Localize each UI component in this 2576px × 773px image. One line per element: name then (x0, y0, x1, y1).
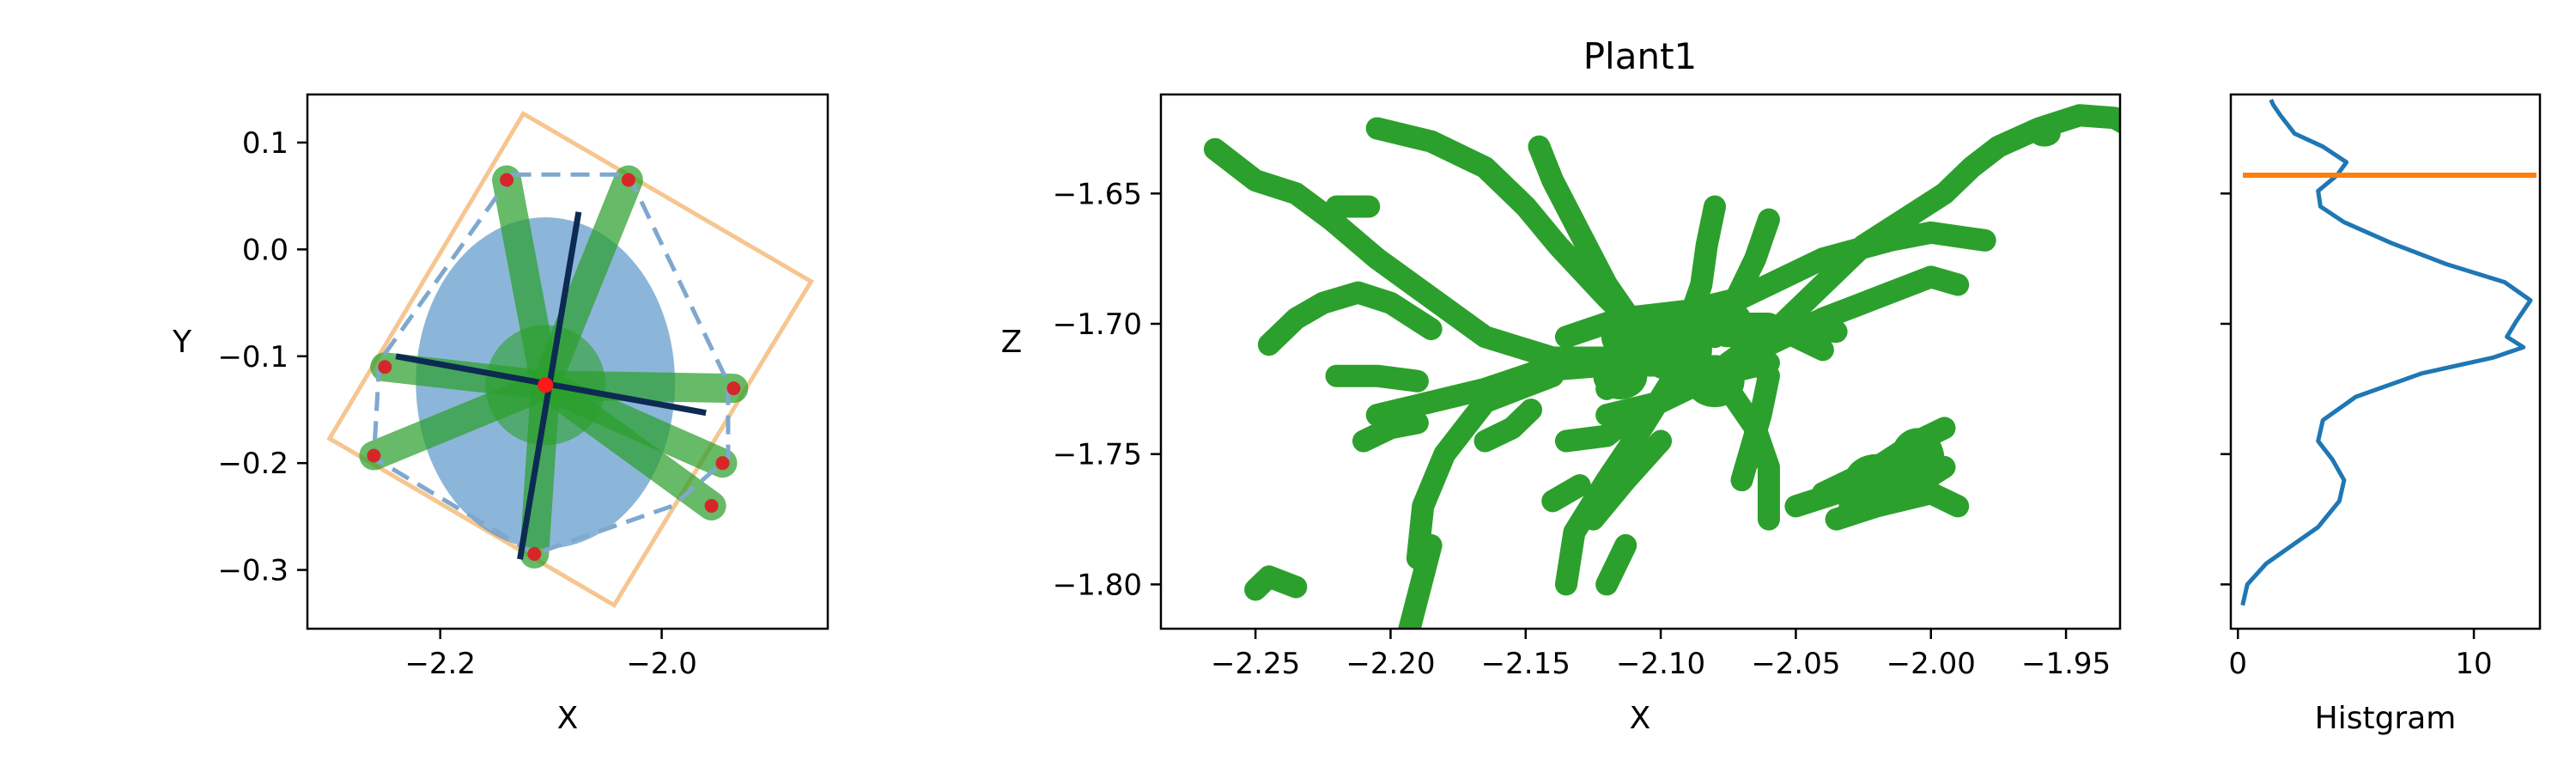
y-tick-label: −0.1 (217, 340, 289, 374)
y-tick-label: 0.0 (242, 233, 289, 267)
tip-point (704, 498, 719, 513)
point-cloud-strand (1203, 137, 1631, 369)
y-tick-label: −0.2 (217, 447, 289, 481)
top-view-frame (306, 93, 829, 630)
x-tick-label: −2.15 (1481, 647, 1571, 681)
centroid-point (538, 377, 554, 393)
histogram-x-label: Histgram (2315, 701, 2457, 736)
y-tick-label: −0.3 (217, 554, 289, 588)
tip-point (378, 360, 392, 374)
point-cloud-cluster (1890, 428, 1945, 491)
point-cloud-strand (1473, 399, 1543, 453)
chart-title: Plant1 (1583, 35, 1698, 77)
histogram-panel: 0 10 Histgram (2221, 93, 2542, 736)
point-cloud-cluster (1685, 355, 1745, 408)
y-tick-label: 0.1 (242, 126, 289, 161)
tip-point (726, 381, 741, 396)
oriented-bounding-box (326, 110, 815, 609)
point-cloud-strand (1352, 411, 1429, 453)
x-tick-label: −2.25 (1211, 647, 1300, 681)
side-view-panel: Plant1 −2.25 −2.20 −2.15 −2.10 −2.05 −2.00 −1.… (1001, 35, 2122, 736)
top-view-panel: −2.2 −2.0 0.1 0.0 −0.1 −0.2 −0.3 X Y (172, 93, 829, 736)
convex-hull (371, 172, 731, 557)
tip-point (527, 546, 542, 561)
point-cloud-cluster (2028, 120, 2061, 147)
x-tick-label: 0 (2228, 647, 2247, 681)
point-cloud-strand (1244, 565, 1308, 601)
x-tick-label: −2.20 (1346, 647, 1435, 681)
x-tick-label: −2.10 (1616, 647, 1705, 681)
histogram-frame (2229, 93, 2542, 630)
point-cloud-strand (1365, 117, 1659, 349)
tip-point (621, 173, 635, 187)
tip-point (500, 173, 514, 187)
x-tick-label: −2.05 (1751, 647, 1840, 681)
point-cloud-cluster (1593, 352, 1648, 399)
y-tick-label: −1.65 (1053, 177, 1142, 211)
point-cloud-strand (1406, 364, 1564, 570)
y-tick-label: −1.80 (1053, 568, 1142, 602)
point-cloud-cluster (1704, 300, 1753, 348)
y-tick-label: −1.70 (1053, 307, 1142, 342)
point-cloud-strand (1325, 364, 1429, 393)
top-view-x-label: X (557, 701, 579, 736)
point-cloud-strand (1257, 281, 1443, 356)
x-tick-label: −2.2 (404, 647, 476, 681)
x-tick-label: 10 (2455, 647, 2492, 681)
x-tick-label: −2.00 (1886, 647, 1976, 681)
point-cloud-strand (1582, 429, 1673, 531)
x-tick-label: −1.95 (2021, 647, 2111, 681)
histogram-curve (2240, 99, 2533, 606)
side-view-x-label: X (1630, 701, 1651, 736)
point-cloud-strand (1595, 533, 1637, 596)
y-tick-label: −1.75 (1053, 438, 1142, 472)
point-cloud-strand (1528, 135, 1645, 336)
side-view-frame (1159, 93, 2122, 630)
point-cloud-strand (1554, 286, 1753, 349)
x-tick-label: −2.0 (626, 647, 697, 681)
top-view-y-label: Y (172, 325, 192, 360)
tip-point (715, 456, 730, 471)
side-view-y-label: Z (1001, 325, 1023, 360)
point-cloud-strand (1541, 474, 1591, 513)
tip-point (367, 448, 381, 463)
point-cloud-strand (1716, 104, 2120, 374)
point-cloud-cluster (1601, 310, 1667, 363)
point-cloud-strand (1398, 533, 1443, 629)
